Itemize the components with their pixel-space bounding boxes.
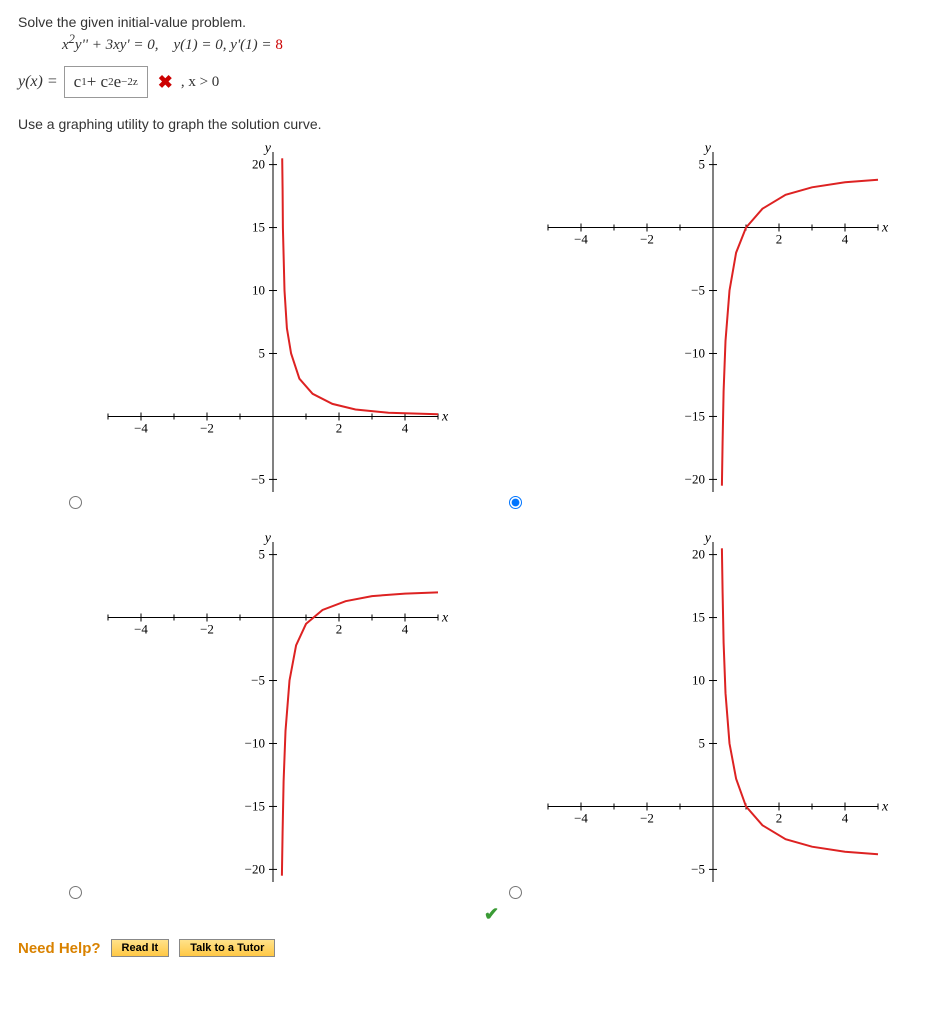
domain-text: , x > 0: [181, 74, 219, 91]
svg-text:−10: −10: [685, 345, 705, 360]
svg-text:−4: −4: [134, 622, 148, 637]
svg-text:−20: −20: [245, 861, 265, 876]
chart-option-1: x y −4 −2 2 4 −5 5 10 15 20: [18, 138, 458, 528]
svg-text:5: 5: [259, 345, 266, 360]
svg-text:−5: −5: [691, 861, 705, 876]
svg-text:20: 20: [692, 547, 705, 562]
svg-text:10: 10: [692, 673, 705, 688]
answer-lhs: y(x) =: [18, 73, 58, 91]
svg-text:−5: −5: [691, 283, 705, 298]
svg-text:15: 15: [692, 610, 705, 625]
problem-statement: Solve the given initial-value problem.: [18, 14, 909, 30]
svg-text:x: x: [441, 611, 449, 626]
svg-text:−5: −5: [251, 471, 265, 486]
svg-text:5: 5: [699, 735, 706, 750]
chart-1: x y −4 −2 2 4 −5 5 10 15 20: [78, 142, 458, 512]
svg-text:4: 4: [842, 232, 849, 247]
svg-text:4: 4: [842, 810, 849, 825]
svg-text:15: 15: [252, 220, 265, 235]
svg-text:−2: −2: [640, 232, 654, 247]
problem-equation: x2y'' + 3xy' = 0, y(1) = 0, y'(1) = 8: [62, 36, 909, 54]
need-help-label: Need Help?: [18, 940, 101, 957]
chart-3: x y −4 −2 2 4 −20 −15 −10 −5 5: [78, 532, 458, 902]
svg-text:5: 5: [259, 547, 266, 562]
svg-text:2: 2: [336, 622, 343, 637]
svg-text:−2: −2: [200, 420, 214, 435]
svg-text:−10: −10: [245, 735, 265, 750]
chart-option-2: x y −4 −2 2 4 −20 −15 −10 −5 5: [458, 138, 898, 528]
svg-text:−15: −15: [685, 408, 705, 423]
chart-option-3: x y −4 −2 2 4 −20 −15 −10 −5 5: [18, 528, 458, 918]
svg-text:x: x: [881, 799, 889, 814]
read-it-button[interactable]: Read It: [111, 939, 170, 957]
svg-text:2: 2: [336, 420, 343, 435]
wrong-icon: ✖: [158, 72, 173, 93]
svg-text:4: 4: [402, 622, 409, 637]
graphing-instruction: Use a graphing utility to graph the solu…: [18, 116, 909, 132]
svg-text:x: x: [441, 409, 449, 424]
answer-input[interactable]: c1 + c2e−2z: [64, 66, 148, 98]
svg-text:−15: −15: [245, 798, 265, 813]
svg-text:−4: −4: [574, 810, 588, 825]
svg-text:20: 20: [252, 157, 265, 172]
svg-text:y: y: [263, 532, 272, 546]
svg-text:2: 2: [776, 232, 783, 247]
svg-text:−5: −5: [251, 673, 265, 688]
svg-text:−4: −4: [134, 420, 148, 435]
svg-text:y: y: [263, 142, 272, 156]
chart-2: x y −4 −2 2 4 −20 −15 −10 −5 5: [518, 142, 898, 512]
svg-text:−2: −2: [200, 622, 214, 637]
talk-to-tutor-button[interactable]: Talk to a Tutor: [179, 939, 275, 957]
svg-text:2: 2: [776, 810, 783, 825]
chart-option-4: x y −4 −2 2 4 −5 5 10 15 20: [458, 528, 898, 918]
chart-4: x y −4 −2 2 4 −5 5 10 15 20: [518, 532, 898, 902]
svg-text:−4: −4: [574, 232, 588, 247]
svg-text:y: y: [703, 142, 712, 156]
svg-text:5: 5: [699, 157, 706, 172]
svg-text:10: 10: [252, 283, 265, 298]
svg-text:−20: −20: [685, 471, 705, 486]
svg-text:x: x: [881, 221, 889, 236]
svg-text:−2: −2: [640, 810, 654, 825]
svg-text:y: y: [703, 532, 712, 546]
svg-text:4: 4: [402, 420, 409, 435]
